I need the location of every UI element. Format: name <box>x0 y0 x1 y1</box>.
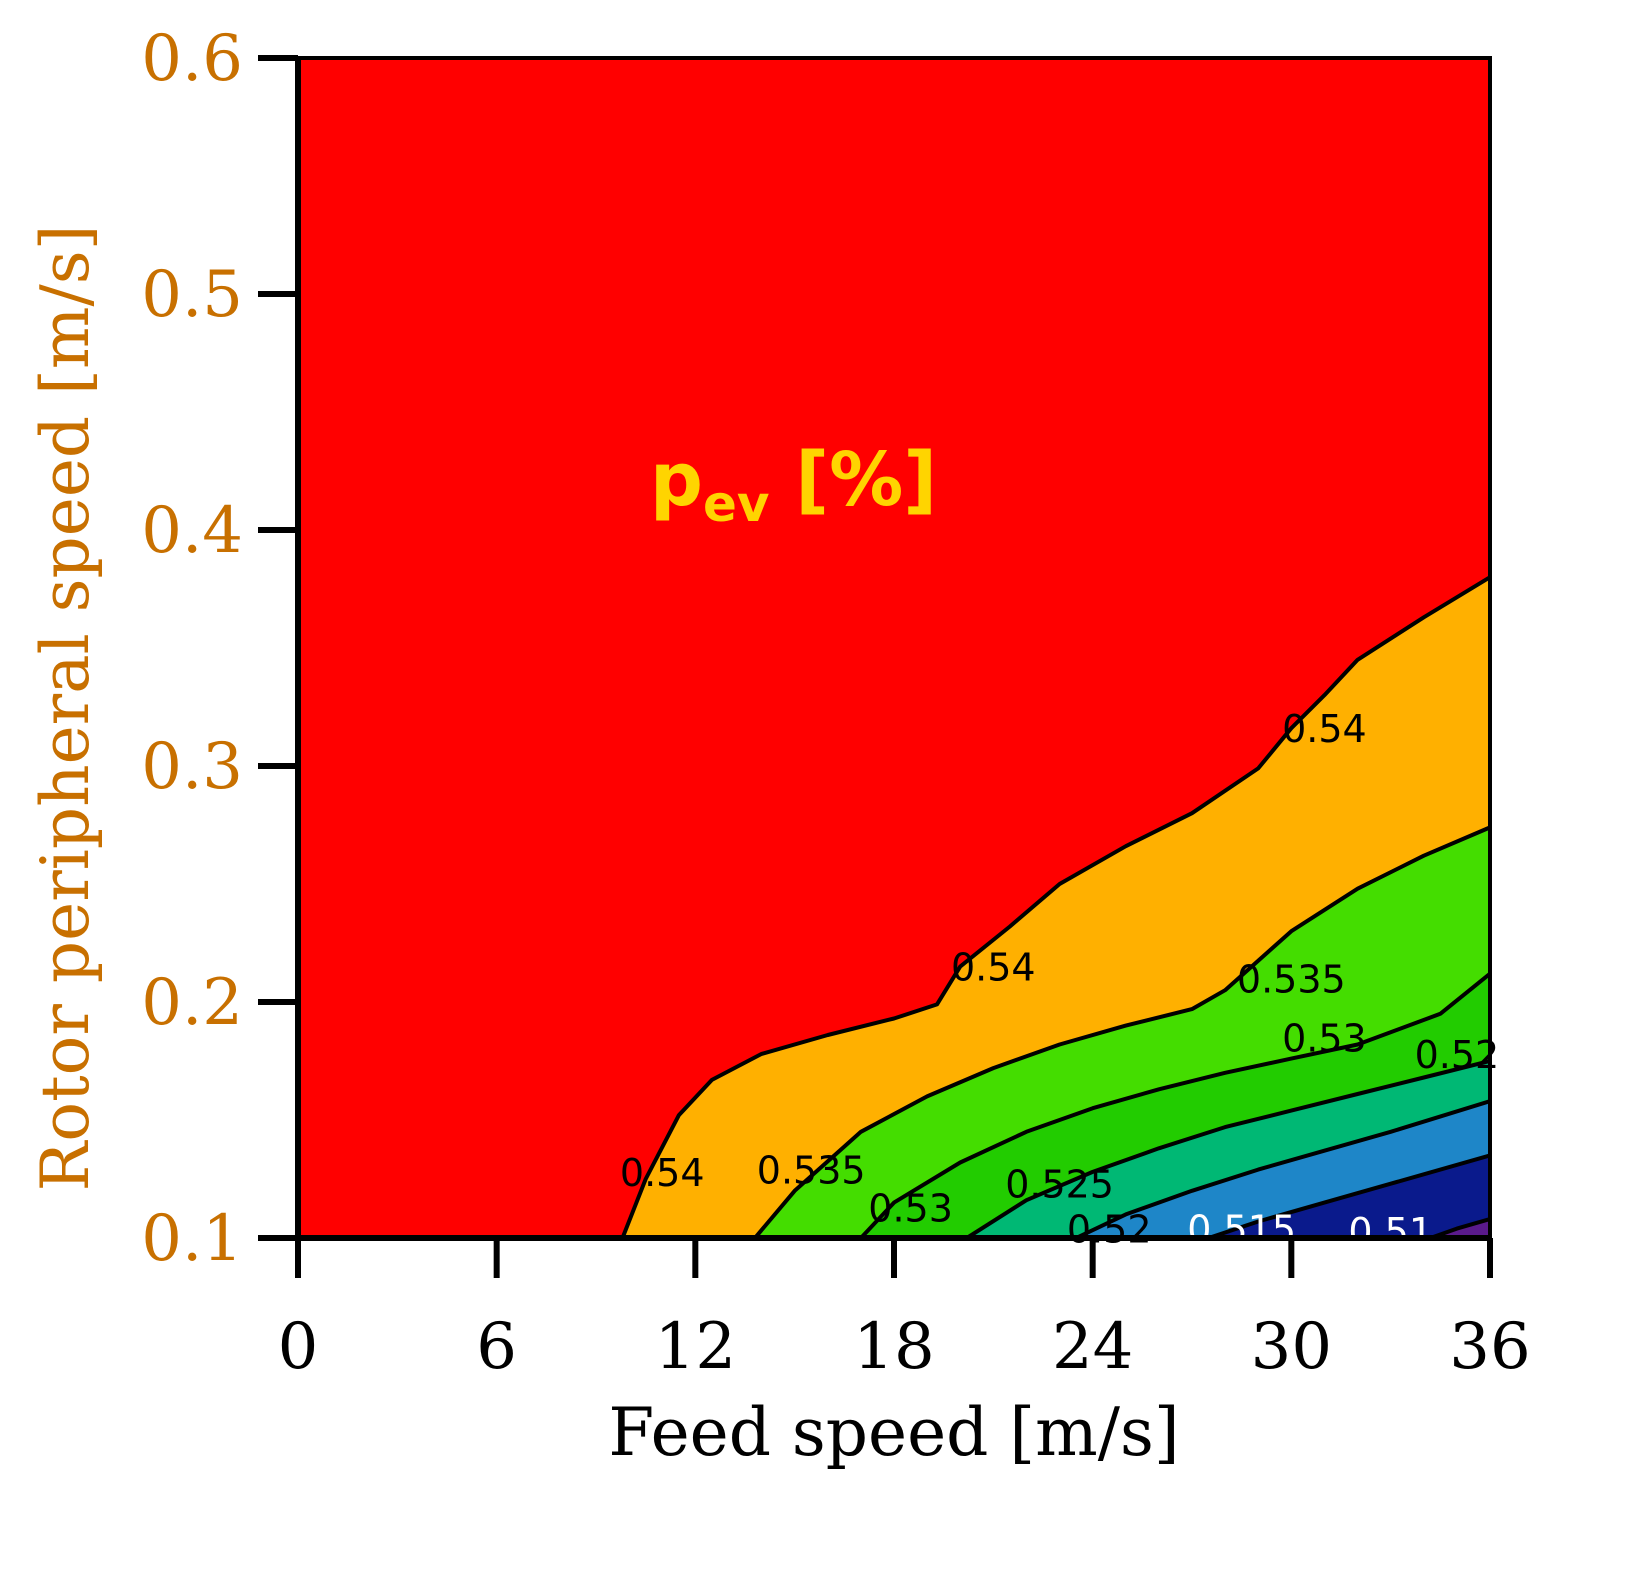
contour-label-9: 0.52 <box>1067 1208 1152 1252</box>
contour-label-5: 0.53 <box>868 1186 953 1230</box>
contour-label-7: 0.52 <box>1415 1033 1500 1077</box>
contour-label-6: 0.53 <box>1282 1016 1367 1060</box>
contour-line-1 <box>620 575 1490 1238</box>
contour-label-10: 0.515 <box>1187 1208 1296 1252</box>
contour-fill-group <box>298 58 1490 1238</box>
contour-label-1: 0.54 <box>951 946 1036 990</box>
contour-line-group <box>620 575 1490 1238</box>
variable-label: pev [%] <box>650 437 937 533</box>
x-tick-label-2: 12 <box>655 1310 736 1384</box>
contour-label-2: 0.54 <box>1282 707 1367 751</box>
variable-label-suffix: [%] <box>770 437 938 523</box>
y-tick-label-2: 0.3 <box>141 730 243 804</box>
x-tick-label-3: 18 <box>853 1310 934 1384</box>
variable-label-base: p <box>650 437 703 523</box>
contour-line-6 <box>1207 1153 1490 1238</box>
contour-label-8: 0.525 <box>1005 1163 1114 1207</box>
x-tick-label-5: 30 <box>1251 1310 1332 1384</box>
y-tick-label-4: 0.5 <box>141 258 243 332</box>
contour-line-7 <box>1429 1217 1490 1238</box>
contour-label-4: 0.535 <box>1237 957 1346 1001</box>
x-axis-label: Feed speed [m/s] <box>608 1394 1179 1471</box>
x-tick-label-6: 36 <box>1449 1310 1530 1384</box>
y-tick-label-5: 0.6 <box>141 22 243 96</box>
y-tick-label-1: 0.2 <box>141 966 243 1040</box>
x-axis-ticks: 0 6 12 18 24 30 36 <box>278 1238 1531 1384</box>
contour-line-5 <box>1075 1099 1490 1238</box>
variable-label-subscript: ev <box>703 475 770 533</box>
contour-line-2 <box>753 825 1490 1238</box>
contour-label-11: 0.51 <box>1348 1210 1433 1254</box>
contour-line-4 <box>965 1059 1490 1238</box>
y-axis-label: Rotor peripheral speed [m/s] <box>27 225 104 1192</box>
x-tick-label-0: 0 <box>278 1310 319 1384</box>
contour-line-3 <box>859 972 1490 1238</box>
x-tick-label-1: 6 <box>476 1310 517 1384</box>
y-tick-label-0: 0.1 <box>141 1202 243 1276</box>
y-tick-label-3: 0.4 <box>141 494 243 568</box>
contour-label-3: 0.535 <box>757 1149 866 1193</box>
y-axis-ticks: 0.1 0.2 0.3 0.4 0.5 0.6 <box>141 22 298 1276</box>
contour-label-0: 0.54 <box>620 1151 705 1195</box>
x-tick-label-4: 24 <box>1052 1310 1133 1384</box>
